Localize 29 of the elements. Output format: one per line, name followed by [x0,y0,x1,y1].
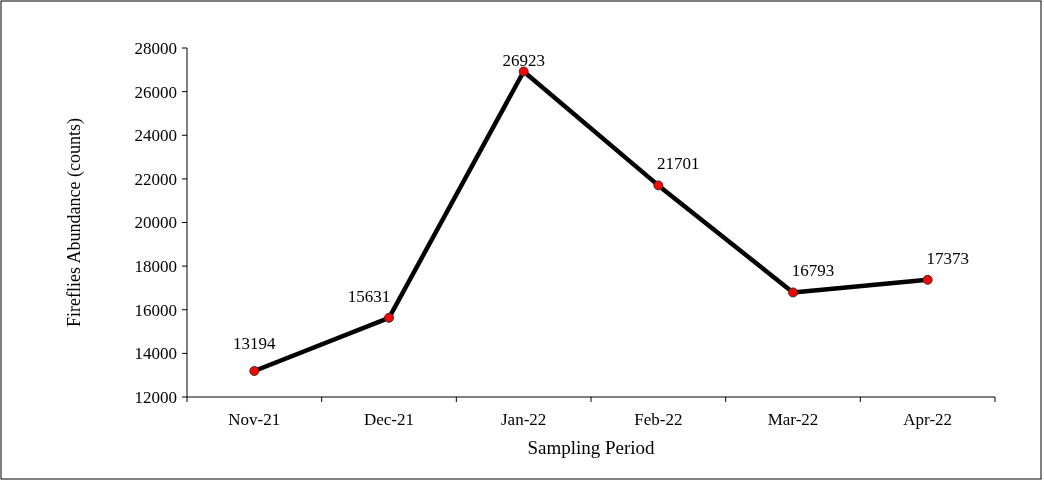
y-tick-label: 18000 [134,257,177,277]
y-tick-label: 28000 [134,38,177,58]
x-tick-label: Apr-22 [903,410,953,429]
y-tick-label: 24000 [134,126,177,146]
point [788,287,798,298]
point [922,274,933,285]
point [384,312,394,323]
data-label: 21701 [657,154,700,174]
data-label: 26923 [502,51,545,71]
y-tick-label: 22000 [134,169,177,189]
y-tick-label: 16000 [134,300,177,320]
x-tick-label: Dec-21 [363,410,415,429]
data-label: 16793 [791,261,835,281]
data-label: 15631 [347,286,391,306]
x-axis-title: Sampling Period [527,437,656,458]
x-tick-label: Jan-22 [501,410,547,429]
y-tick-label: 14000 [134,344,177,364]
x-tick-label: Mar-22 [767,410,819,429]
data-label: 17373 [926,248,969,268]
point [653,180,664,191]
point [518,66,529,77]
y-tick-label: 20000 [134,213,177,233]
x-tick-label: Nov-21 [228,410,281,429]
data-label: 13194 [233,333,277,353]
y-tick-label: 12000 [134,387,177,407]
y-axis-title: Fireflies Abundance (counts) [64,118,85,327]
x-tick-label: Feb-22 [634,410,683,429]
point [249,365,260,376]
y-tick-label: 26000 [134,82,177,102]
